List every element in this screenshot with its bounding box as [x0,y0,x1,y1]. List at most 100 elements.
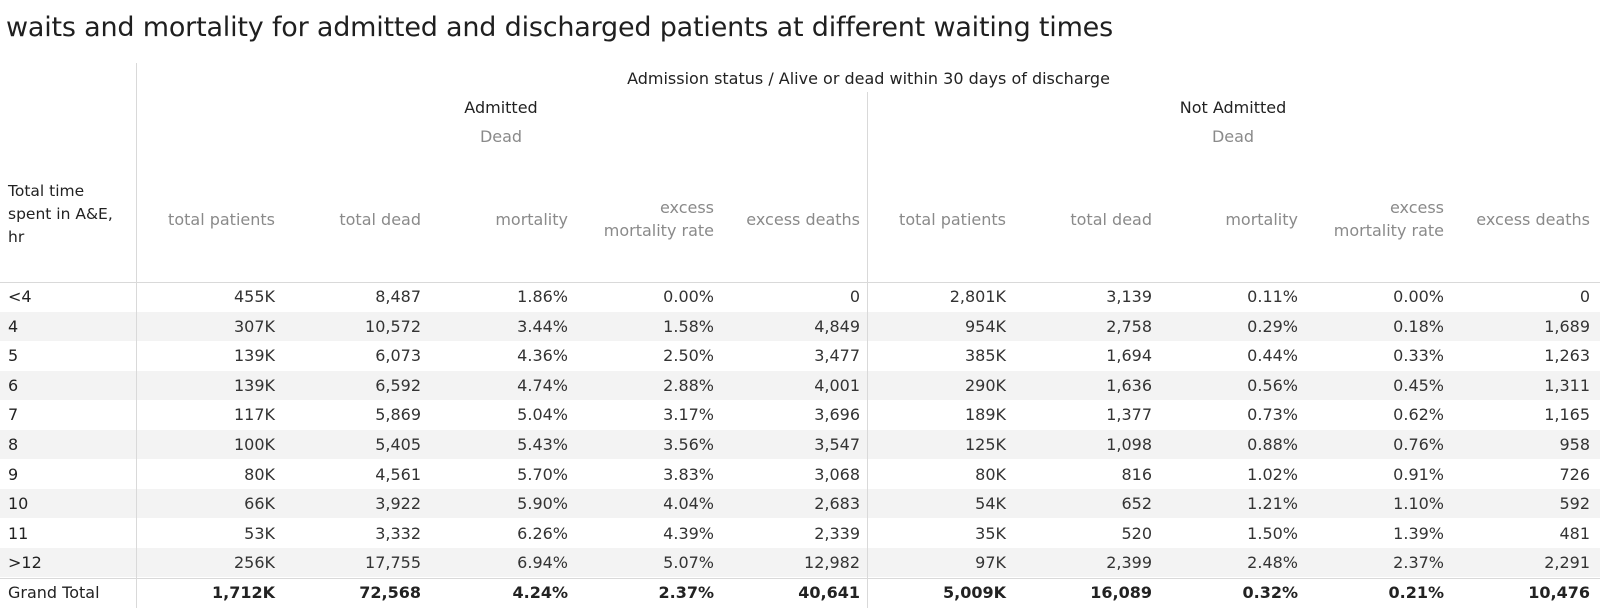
table-row: >12 256K 17,755 6.94% 5.07% 12,982 97K 2,399 2.4… [0,548,1600,578]
row-header-label: Total time spent in A&E, hr [8,182,113,246]
table-cell: 5.90% [517,494,568,514]
table-cell: 5.70% [517,464,568,484]
table-cell: 0.56% [1247,375,1298,395]
table-cell: 2.88% [663,375,714,395]
table-cell: 1.02% [1247,464,1298,484]
table-cell: 189K [964,405,1006,425]
table-cell: 954K [964,316,1006,336]
table-cell: 1,636 [1106,375,1152,395]
table-cell: 0.44% [1247,346,1298,366]
table-cell: 726 [1559,464,1590,484]
table-cell: 2,758 [1106,316,1152,336]
table-cell: 117K [233,405,275,425]
table-cell: 1,377 [1106,405,1152,425]
table-row: <4 455K 8,487 1.86% 0.00% 0 2,801K 3,139 0.11% 0.… [0,282,1600,311]
table-cell: 0.32% [1242,583,1298,602]
table-cell: 2,801K [949,287,1006,306]
column-header-not-admitted-excess-mortality-rate: excess mortality rate [1333,198,1444,240]
table-cell: 1,694 [1106,346,1152,366]
table-cell: 5,405 [375,435,421,454]
table-cell: 0.18% [1393,316,1444,336]
table-cell: 5.04% [517,405,568,425]
table-cell: 3.17% [663,405,714,425]
column-header-admitted-total-dead: total dead [339,209,421,229]
table-cell: 3,922 [375,494,421,514]
table-cell: 3.56% [663,435,714,454]
table-cell: 6,073 [375,346,421,366]
group-header-not-admitted: Not Admitted [1179,98,1287,117]
table-cell: 592 [1559,494,1590,514]
column-header-admitted-excess-mortality-rate: excess mortality rate [603,198,714,240]
column-header-admitted-excess-deaths: excess deaths [746,209,860,229]
row-label: 11 [8,523,29,543]
table-cell: 3,547 [814,435,860,454]
table-cell: 100K [233,435,275,454]
table-cell: 0.21% [1388,583,1444,602]
table-cell: 0.62% [1393,405,1444,425]
table-cell: 2.48% [1247,553,1298,573]
table-cell: 290K [964,375,1006,395]
column-header-admitted-mortality: mortality [495,209,568,229]
table-cell: 2,683 [814,494,860,514]
row-label: 6 [8,375,19,395]
total-divider [0,578,1600,579]
table-cell: 3,696 [814,405,860,425]
table-cell: 2.37% [1393,553,1444,573]
table-cell: 4,001 [814,375,860,395]
table-cell: 4,561 [375,464,421,484]
table-cell: 12,982 [804,553,860,573]
table-cell: 1,098 [1106,435,1152,454]
row-header-divider [136,63,137,608]
table-row: 8 100K 5,405 5.43% 3.56% 3,547 125K 1,098 0.88% 0… [0,430,1600,459]
table-cell: 0.45% [1393,375,1444,395]
table-cell: 5,009K [942,583,1006,602]
table-cell: 0 [849,287,860,306]
table-row: 5 139K 6,073 4.36% 2.50% 3,477 385K 1,694 0.44% 0… [0,341,1600,370]
table-cell: 0.11% [1247,287,1298,306]
table-cell: 4.36% [517,346,568,366]
table-cell: 0.73% [1247,405,1298,425]
table-cell: 8,487 [375,287,421,306]
table-cell: 0.29% [1247,316,1298,336]
table-row: 7 117K 5,869 5.04% 3.17% 3,696 189K 1,377 0.73% 0… [0,400,1600,429]
row-label: 7 [8,405,19,425]
column-header-not-admitted-mortality: mortality [1225,209,1298,229]
table-cell: 125K [964,435,1006,454]
table-cell: 5.43% [517,435,568,454]
table-cell: 4.74% [517,375,568,395]
table-cell: 1,689 [1544,316,1590,336]
table-cell: 2.50% [663,346,714,366]
table-row: 4 307K 10,572 3.44% 1.58% 4,849 954K 2,758 0.29%… [0,311,1600,341]
table-cell: 3.83% [663,464,714,484]
table-cell: 4.04% [663,494,714,514]
table-cell: 0.91% [1393,464,1444,484]
table-cell: 6,592 [375,375,421,395]
table-cell: 53K [244,523,275,543]
table-cell: 958 [1559,435,1590,454]
table-cell: 3,332 [375,523,421,543]
table-cell: 0.00% [1393,287,1444,306]
table-cell: 1,165 [1544,405,1590,425]
table-cell: 256K [233,553,275,573]
row-label: 8 [8,435,19,454]
table-cell: 816 [1121,464,1152,484]
table-row: 11 53K 3,332 6.26% 4.39% 2,339 35K 520 1.50% 1.39… [0,519,1600,548]
row-label: <4 [8,287,32,306]
table-row: 9 80K 4,561 5.70% 3.83% 3,068 80K 816 1.02% 0.91%… [0,460,1600,489]
table-cell: 0.88% [1247,435,1298,454]
table-cell: 0.33% [1393,346,1444,366]
table-cell: 1.10% [1393,494,1444,514]
table-cell: 1.50% [1247,523,1298,543]
table-cell: 2,291 [1544,553,1590,573]
table-cell: 54K [975,494,1006,514]
table-cell: 6.26% [517,523,568,543]
table-row: 10 66K 3,922 5.90% 4.04% 2,683 54K 652 1.21% 1.10… [0,489,1600,519]
header-divider [0,282,1600,283]
column-header-not-admitted-total-patients: total patients [899,209,1006,229]
row-label: >12 [8,553,42,573]
table-cell: 520 [1121,523,1152,543]
table-cell: 97K [975,553,1006,573]
table-cell: 4.24% [512,583,568,602]
table-cell: 2,339 [814,523,860,543]
column-header-admitted-total-patients: total patients [168,209,275,229]
